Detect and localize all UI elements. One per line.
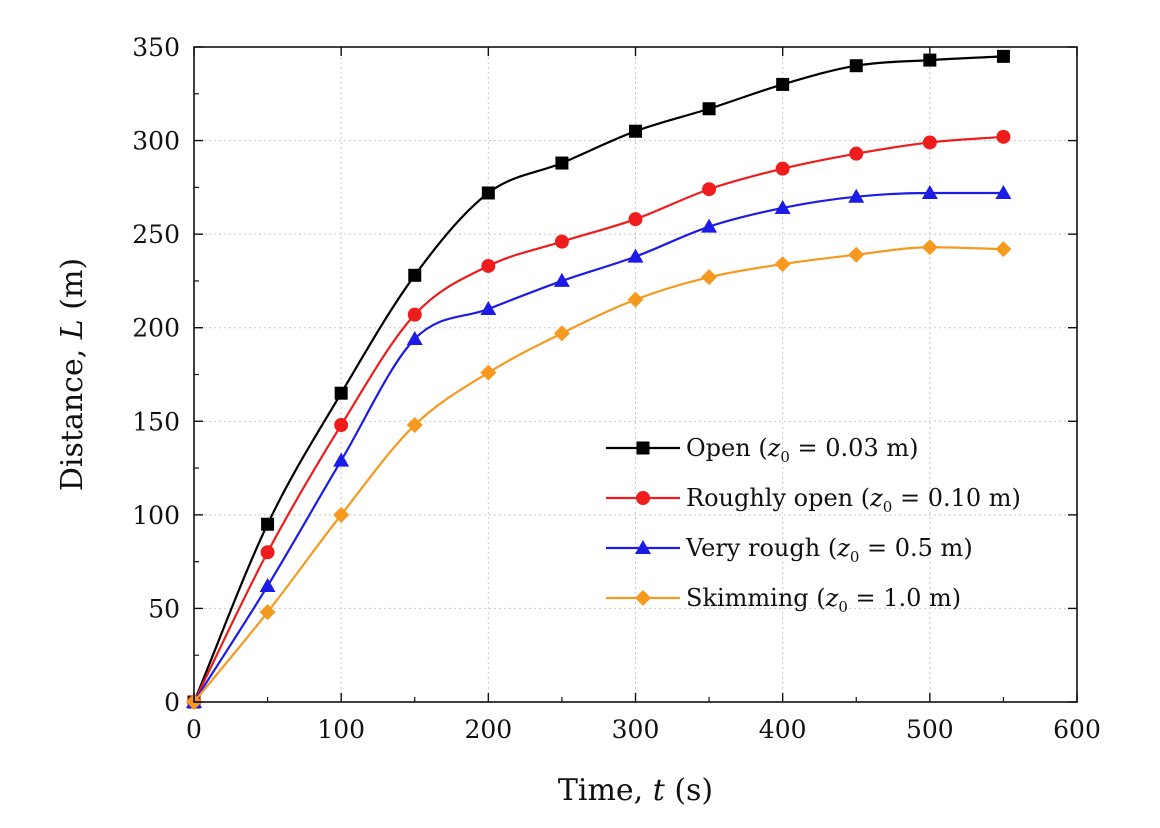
data-point [849,146,864,161]
series-group [186,49,1012,710]
data-point [553,325,570,342]
series-line [193,135,1004,703]
y-tick-label: 50 [148,594,180,623]
legend-marker [635,590,651,606]
data-point [995,241,1012,258]
data-point [259,604,276,621]
legend-item: Roughly open (z0 = 0.10 m) [606,484,1021,516]
data-point [922,135,937,150]
data-point [259,577,276,592]
series-line [193,246,1004,703]
legend-item: Skimming (z0 = 1.0 m) [606,584,961,616]
data-point [333,452,350,467]
data-point [776,77,790,91]
y-tick-label: 250 [132,220,180,249]
x-axis-label: Time, t (s) [558,773,713,808]
legend-label: Open (z0 = 0.03 m) [686,434,918,466]
data-point [406,330,423,345]
series-4 [186,239,1012,710]
data-point [334,418,349,433]
y-tick-label: 0 [164,688,180,717]
data-point [481,258,496,273]
data-point [628,212,643,227]
legend-item: Very rough (z0 = 0.5 m) [606,534,973,566]
legend-item: Open (z0 = 0.03 m) [606,434,918,466]
data-point [995,184,1012,199]
series-2 [187,129,1011,709]
data-point [480,301,497,315]
x-tick-label: 300 [612,715,660,744]
data-point [261,517,275,531]
data-point [996,49,1010,63]
data-point [774,256,791,273]
legend-marker [636,441,650,455]
data-point [921,239,938,256]
legend-label: Roughly open (z0 = 0.10 m) [686,484,1021,516]
data-point [334,386,348,400]
x-tick-label: 100 [317,715,365,744]
y-tick-label: 150 [132,407,180,436]
legend-marker [636,491,650,505]
data-point [848,188,865,203]
y-tick-label: 300 [132,127,180,156]
data-point [406,417,423,434]
data-point [627,248,644,263]
data-point [627,291,644,308]
legend-label: Skimming (z0 = 1.0 m) [686,584,961,616]
data-point [702,182,717,197]
x-tick-label: 0 [186,715,202,744]
legend-label: Very rough (z0 = 0.5 m) [685,534,973,566]
axes: 0 100 200 300 400 500 600 0 50 100 150 200 250 300 350 [132,33,1101,744]
data-point [553,272,570,287]
data-point [848,246,865,263]
data-point [701,269,718,286]
data-point [480,364,497,381]
data-point [333,506,350,523]
data-point [408,268,422,282]
x-tick-label: 600 [1053,715,1101,744]
y-tick-label: 200 [132,314,180,343]
data-point [554,234,569,249]
data-point [407,307,422,322]
x-tick-label: 200 [464,715,512,744]
data-point [260,545,275,560]
data-point [702,102,716,116]
x-tick-label: 400 [759,715,807,744]
data-point [996,129,1011,144]
data-point [775,161,790,176]
data-point [481,186,495,200]
legend-marker [635,540,651,554]
data-point [555,156,569,170]
data-point [701,218,718,233]
data-point [923,53,937,67]
data-point [629,124,642,138]
series-1 [187,49,1010,709]
y-tick-label: 350 [132,33,180,62]
data-point [921,184,938,199]
x-tick-label: 500 [906,715,954,744]
legend: Open (z0 = 0.03 m) Roughly open (z0 = 0.1… [606,434,1021,616]
data-point [774,199,791,214]
y-axis-label: Distance, L (m) [55,258,90,491]
y-tick-label: 100 [132,501,180,530]
data-point [849,59,863,73]
